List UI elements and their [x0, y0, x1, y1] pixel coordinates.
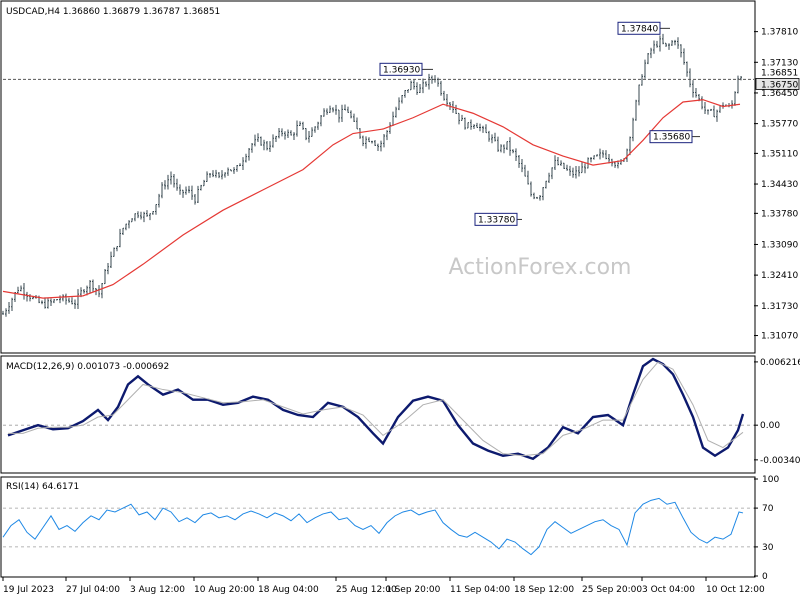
- price-tick-label: 1.31070: [761, 332, 798, 342]
- time-tick-label: 10 Oct 12:00: [706, 585, 765, 595]
- watermark: ActionForex.com: [449, 255, 632, 280]
- axes: 1.36851 1.36750 1.37810 1.37130 1.36450 1.357…: [2, 28, 800, 595]
- level-annotation-box: [649, 130, 693, 144]
- time-tick-label: 10 Aug 20:00: [194, 585, 255, 595]
- price-tick-label: 1.35770: [761, 120, 798, 130]
- price-tick-label: 1.36450: [761, 89, 798, 99]
- macd-tick-label: 0.006216: [760, 358, 800, 368]
- level-annotation-label: 1.35680: [653, 133, 690, 143]
- price-tick-label: 1.32410: [761, 271, 798, 281]
- macd-title: MACD(12,26,9) 0.001073 -0.000692: [6, 362, 169, 372]
- macd-panel-frame: [0, 355, 756, 474]
- moving-average-line: [2, 99, 741, 299]
- macd-tick-label: 0.00: [760, 421, 780, 431]
- macd-signal-line: [8, 361, 744, 457]
- rsi-title: RSI(14) 64.6171: [6, 482, 79, 492]
- current-price-tag: [755, 78, 800, 90]
- time-tick-label: 18 Aug 04:00: [258, 585, 319, 595]
- price-tick-label: 1.37810: [761, 28, 798, 38]
- level-annotation-label: 1.33780: [478, 215, 515, 225]
- level-annotation-label: 1.37840: [621, 24, 658, 34]
- price-line-top-label: 1.36851: [761, 68, 798, 78]
- level-annotation-box: [379, 62, 423, 76]
- rsi-panel-frame: [0, 476, 756, 578]
- time-tick-label: 25 Aug 12:00: [336, 585, 397, 595]
- time-tick-label: 11 Sep 04:00: [450, 585, 510, 595]
- macd-plot: [3, 357, 754, 461]
- current-price-label: 1.36750: [761, 80, 798, 90]
- rsi-tick-label: 100: [762, 475, 779, 485]
- level-annotation-box: [474, 212, 518, 226]
- price-tick-label: 1.33780: [761, 209, 798, 219]
- price-panel-frame: [0, 0, 756, 354]
- rsi-plot: [2, 497, 754, 556]
- price-plot: 1.36930 1.37840 1.35680 1.33780: [2, 21, 754, 317]
- price-tick-label: 1.31730: [761, 302, 798, 312]
- time-tick-label: 18 Sep 12:00: [514, 585, 574, 595]
- level-annotation-label: 1.36930: [383, 65, 420, 75]
- price-tick-label: 1.33090: [761, 240, 798, 250]
- rsi-tick-label: 70: [762, 504, 774, 514]
- time-tick-label: 3 Aug 12:00: [130, 585, 185, 595]
- time-tick-label: 19 Jul 2023: [3, 585, 54, 595]
- time-tick-label: 25 Sep 20:00: [582, 585, 642, 595]
- rsi-line: [2, 497, 744, 556]
- time-tick-label: 27 Jul 04:00: [66, 585, 120, 595]
- price-tick-label: 1.35110: [761, 149, 798, 159]
- level-annotation-box: [617, 21, 661, 35]
- macd-tick-label: -0.003407: [760, 456, 800, 466]
- price-tick-label: 1.37130: [761, 58, 798, 68]
- price-line-top-tag: [756, 67, 799, 78]
- time-tick-label: 3 Oct 04:00: [642, 585, 695, 595]
- price-tick-label: 1.34430: [761, 180, 798, 190]
- time-tick-label: 1 Sep 20:00: [386, 585, 441, 595]
- chart-title: USDCAD,H4 1.36860 1.36879 1.36787 1.3685…: [6, 7, 220, 17]
- rsi-tick-label: 30: [762, 543, 774, 553]
- rsi-tick-label: 0: [762, 572, 768, 582]
